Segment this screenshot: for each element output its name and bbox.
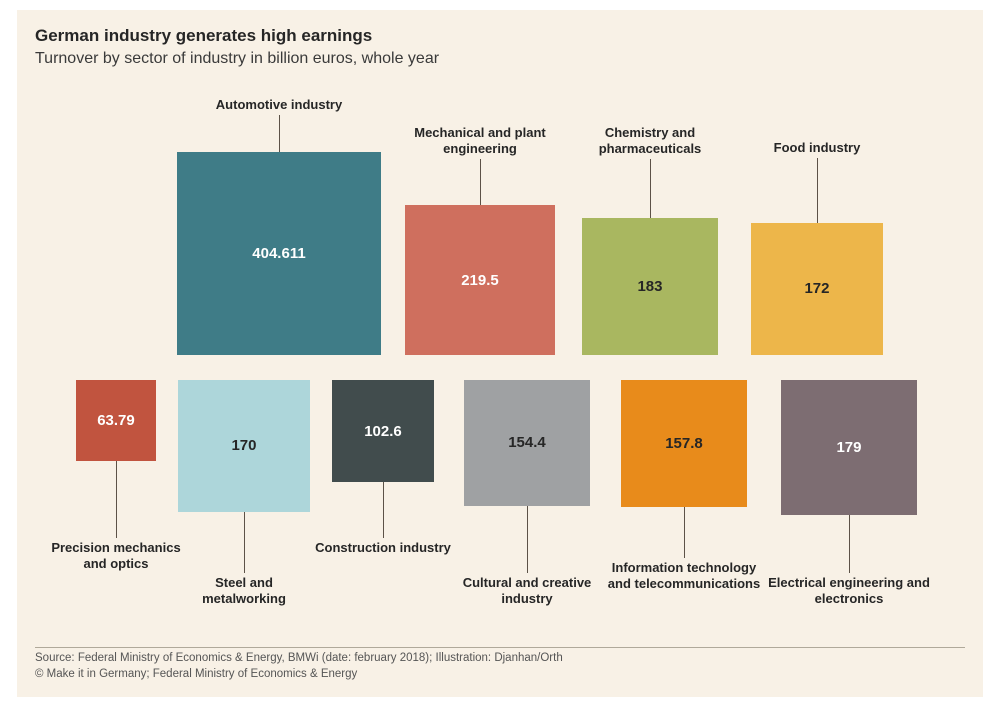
infographic-canvas: German industry generates high earnings …: [17, 10, 983, 697]
sector-value: 404.611: [252, 245, 305, 262]
leader-line: [383, 482, 384, 538]
chart-area: 404.611Automotive industry219.5Mechanica…: [17, 10, 983, 697]
leader-line: [650, 159, 651, 218]
sector-label: Electrical engineering andelectronics: [739, 575, 959, 608]
footer-rule: [35, 647, 965, 648]
sector-square: 154.4: [464, 380, 590, 506]
leader-line: [480, 159, 481, 205]
leader-line: [684, 507, 685, 558]
chart-footer: Source: Federal Ministry of Economics & …: [35, 650, 563, 683]
sector-square: 404.611: [177, 152, 380, 355]
sector-value: 154.4: [508, 434, 546, 451]
sector-value: 172: [804, 280, 829, 297]
sector-label: Food industry: [707, 140, 927, 156]
copyright-line: © Make it in Germany; Federal Ministry o…: [35, 666, 563, 683]
sector-value: 170: [231, 437, 256, 454]
sector-label: Precision mechanicsand optics: [6, 540, 226, 573]
sector-value: 183: [637, 278, 662, 295]
sector-square: 179: [781, 380, 916, 515]
sector-square: 170: [178, 380, 310, 512]
sector-square: 157.8: [621, 380, 748, 507]
sector-label: Construction industry: [273, 540, 493, 556]
leader-line: [244, 512, 245, 573]
leader-line: [116, 461, 117, 538]
sector-value: 63.79: [97, 412, 135, 429]
sector-square: 102.6: [332, 380, 434, 482]
leader-line: [817, 158, 818, 223]
sector-square: 63.79: [76, 380, 157, 461]
sector-value: 102.6: [364, 423, 402, 440]
sector-value: 179: [836, 439, 861, 456]
sector-value: 219.5: [461, 272, 499, 289]
leader-line: [279, 115, 280, 152]
sector-square: 219.5: [405, 205, 555, 355]
leader-line: [527, 506, 528, 573]
sector-label: Steel andmetalworking: [134, 575, 354, 608]
leader-line: [849, 515, 850, 573]
sector-value: 157.8: [665, 435, 703, 452]
sector-square: 172: [751, 223, 883, 355]
sector-square: 183: [582, 218, 719, 355]
source-line: Source: Federal Ministry of Economics & …: [35, 650, 563, 667]
sector-label: Automotive industry: [169, 97, 389, 113]
